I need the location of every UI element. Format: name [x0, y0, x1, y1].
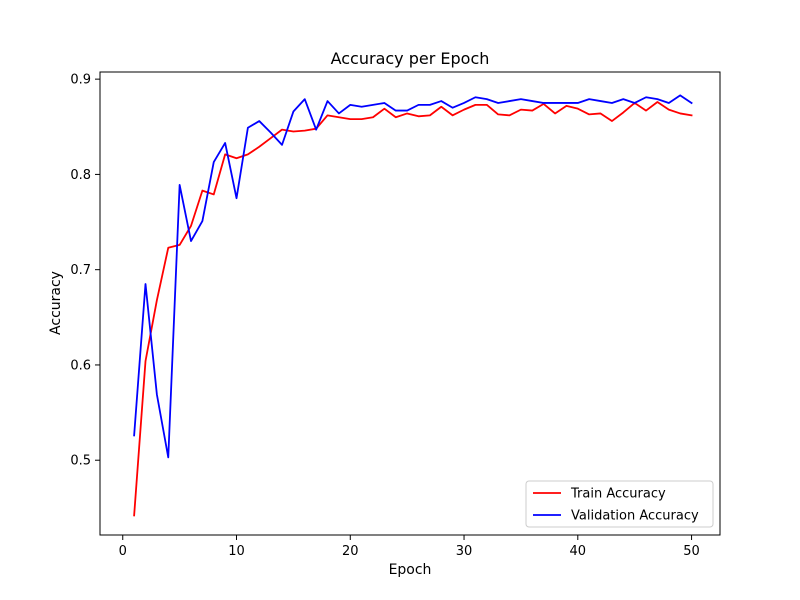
y-tick-label: 0.6: [70, 358, 91, 373]
x-tick-label: 30: [456, 544, 473, 559]
y-tick-label: 0.5: [70, 454, 91, 469]
legend: Train Accuracy Validation Accuracy: [525, 480, 714, 528]
x-tick-label: 0: [119, 544, 127, 559]
x-tick-label: 10: [228, 544, 245, 559]
legend-box: [525, 480, 714, 528]
x-tick-label: 20: [342, 544, 359, 559]
series-layer: [133, 94, 693, 517]
series-line-validation-accuracy: [133, 94, 693, 459]
legend-label: Validation Accuracy: [571, 509, 699, 524]
y-tick-label: 0.7: [70, 263, 91, 278]
axes-frame: [99, 71, 721, 536]
x-axis-label: Epoch: [389, 562, 432, 578]
x-tick-label: 40: [570, 544, 587, 559]
chart-title: Accuracy per Epoch: [331, 49, 490, 68]
legend-label: Train Accuracy: [570, 487, 666, 502]
y-axis: 0.5 0.6 0.7 0.8 0.9: [70, 73, 100, 469]
y-tick-label: 0.8: [70, 168, 91, 183]
y-tick-label: 0.9: [70, 73, 91, 88]
x-axis: 0 10 20 30 40 50: [119, 535, 700, 559]
x-tick-label: 50: [683, 544, 700, 559]
y-axis-label: Accuracy: [48, 271, 64, 335]
